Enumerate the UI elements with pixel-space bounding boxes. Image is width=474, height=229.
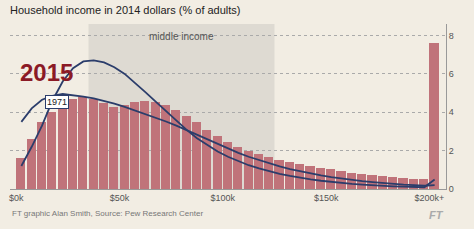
svg-text:2: 2 [449, 146, 454, 156]
svg-text:$0k: $0k [9, 193, 24, 203]
svg-text:$200k+: $200k+ [415, 193, 445, 203]
svg-text:middle income: middle income [149, 31, 214, 42]
svg-text:FT: FT [429, 209, 444, 221]
svg-text:0: 0 [449, 184, 454, 194]
svg-text:$100k: $100k [211, 193, 236, 203]
svg-text:FT graphic Alan Smith, Source:: FT graphic Alan Smith, Source: Pew Resea… [12, 209, 203, 218]
svg-text:4: 4 [449, 107, 454, 117]
svg-text:8: 8 [449, 31, 454, 41]
svg-text:$150k: $150k [314, 193, 339, 203]
svg-text:Household income in 2014 dolla: Household income in 2014 dollars (% of a… [10, 4, 241, 16]
svg-text:2015: 2015 [20, 59, 73, 86]
svg-text:1971: 1971 [47, 97, 67, 107]
svg-text:6: 6 [449, 69, 454, 79]
svg-text:$50k: $50k [110, 193, 130, 203]
